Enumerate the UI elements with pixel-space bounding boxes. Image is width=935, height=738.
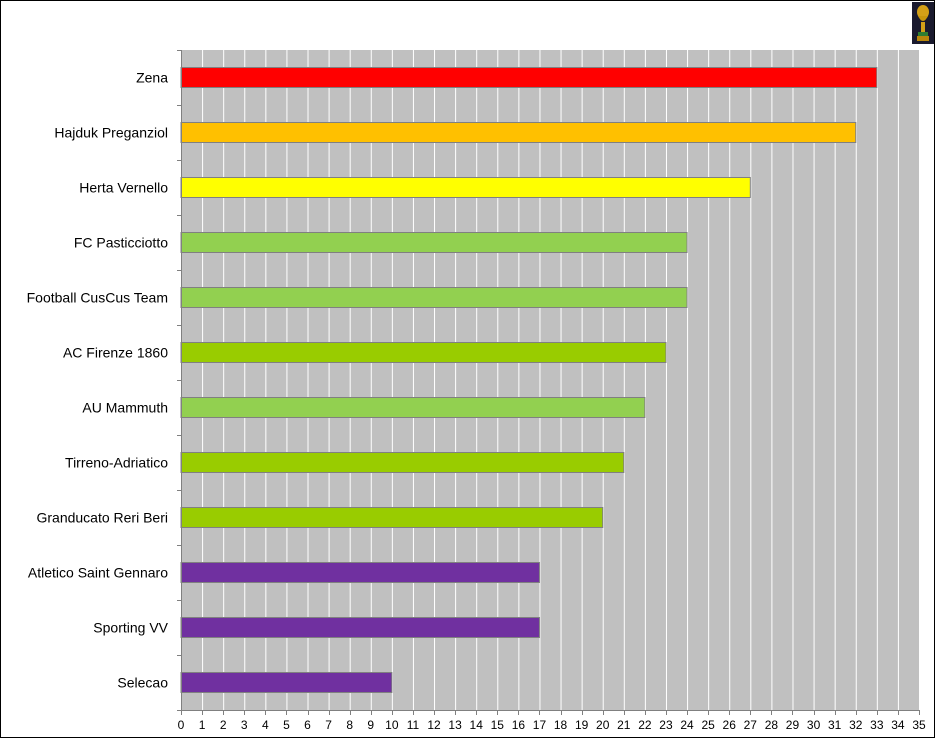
category-label: Granducato Reri Beri [36,510,168,526]
x-tick-label: 2 [220,718,227,732]
x-tick-label: 17 [533,718,547,732]
category-label: AC Firenze 1860 [63,345,168,361]
x-tick-label: 4 [262,718,269,732]
x-tick-label: 0 [178,718,185,732]
x-tick-label: 10 [385,718,399,732]
x-tick-label: 16 [512,718,526,732]
x-tick-label: 12 [427,718,441,732]
x-tick-label: 24 [680,718,694,732]
bar-4 [180,232,688,253]
bar-2 [180,122,857,143]
bar-10 [180,562,540,583]
category-label: Hajduk Preganziol [54,125,168,141]
x-tick-label: 31 [828,718,842,732]
x-tick-label: 26 [723,718,737,732]
x-tick-label: 35 [912,718,926,732]
category-label: Zena [136,70,168,86]
bar-1 [180,67,878,88]
x-tick-label: 11 [407,718,420,732]
x-tick-label: 3 [241,718,248,732]
x-tick-label: 27 [744,718,758,732]
category-label: FC Pasticciotto [74,235,168,251]
category-label: Herta Vernello [79,180,168,196]
x-tick-label: 9 [367,718,374,732]
bar-12 [180,672,393,693]
x-tick-label: 1 [199,718,206,732]
bar-3 [180,177,751,198]
x-tick-label: 28 [765,718,779,732]
bar-11 [180,617,540,638]
x-tick-label: 19 [575,718,589,732]
bar-8 [180,452,625,473]
category-label: Football CusCus Team [27,290,168,306]
category-label: Atletico Saint Gennaro [28,565,168,581]
x-tick-label: 8 [346,718,353,732]
trophy-icon [912,2,934,44]
x-tick-label: 7 [325,718,332,732]
category-label: Sporting VV [93,620,168,636]
x-tick-label: 13 [448,718,462,732]
x-tick-label: 14 [470,718,484,732]
category-label: Selecao [117,675,168,691]
x-tick-label: 18 [554,718,568,732]
x-tick-label: 20 [596,718,610,732]
x-tick-label: 34 [891,718,905,732]
x-tick-label: 21 [617,718,631,732]
x-tick-label: 33 [870,718,884,732]
x-tick-label: 29 [786,718,800,732]
x-tick-label: 5 [283,718,290,732]
x-tick-label: 25 [701,718,715,732]
bar-6 [180,342,667,363]
x-tick-label: 30 [807,718,821,732]
plot-area [181,50,919,710]
x-tick-label: 6 [304,718,311,732]
bar-7 [180,397,646,418]
category-label: Tirreno-Adriatico [65,455,168,471]
category-label: AU Mammuth [82,400,168,416]
x-tick-label: 23 [659,718,673,732]
x-tick-label: 15 [491,718,505,732]
bar-9 [180,507,604,528]
x-tick-label: 22 [638,718,652,732]
bar-5 [180,287,688,308]
x-tick-label: 32 [849,718,863,732]
